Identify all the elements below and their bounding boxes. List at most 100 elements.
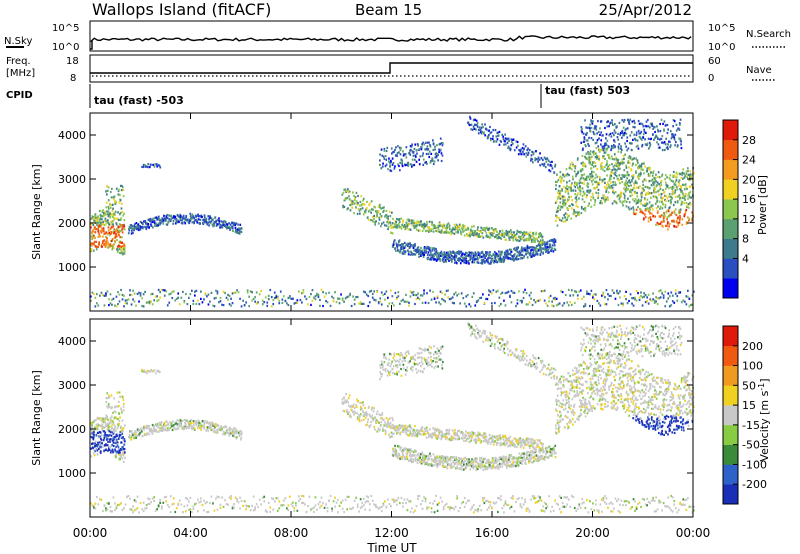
echo-cell <box>570 303 573 306</box>
echo-cell <box>175 428 178 431</box>
echo-cell <box>91 244 93 247</box>
echo-cell <box>115 440 117 443</box>
echo-cell <box>651 178 654 181</box>
echo-cell <box>487 136 490 139</box>
echo-cell <box>617 150 620 153</box>
echo-cell <box>495 234 498 237</box>
echo-cell <box>507 145 510 148</box>
echo-cell <box>442 256 445 260</box>
echo-cell <box>154 224 156 228</box>
echo-cell <box>399 243 401 247</box>
echo-cell <box>539 239 542 242</box>
echo-cell <box>115 445 117 449</box>
echo-cell <box>335 301 338 304</box>
echo-cell <box>362 197 365 200</box>
echo-cell <box>507 137 510 140</box>
echo-cell <box>554 180 557 183</box>
echo-cell <box>379 163 381 166</box>
echo-cell <box>136 227 138 231</box>
echo-cell <box>423 222 426 225</box>
echo-cell <box>486 298 489 301</box>
echo-cell <box>109 215 112 218</box>
echo-cell <box>568 174 570 177</box>
echo-cell <box>563 185 565 188</box>
echo-cell <box>352 295 354 298</box>
echo-cell <box>179 214 182 217</box>
echo-cell <box>561 176 563 180</box>
echo-cell <box>151 220 154 223</box>
header-site: Wallops Island (fitACF) <box>92 0 271 19</box>
echo-cell <box>613 177 615 180</box>
echo-cell <box>594 127 597 130</box>
echo-cell <box>504 253 507 256</box>
echo-cell <box>659 205 662 208</box>
echo-cell <box>678 218 681 221</box>
echo-cell <box>680 147 683 150</box>
echo-cell <box>112 297 115 300</box>
echo-cell <box>523 153 525 156</box>
echo-cell <box>625 184 628 187</box>
echo-cell <box>657 205 659 208</box>
echo-cell <box>609 174 612 177</box>
echo-cell <box>418 298 421 301</box>
echo-cell <box>213 423 215 426</box>
echo-cell <box>412 224 415 227</box>
echo-cell <box>218 219 221 222</box>
echo-cell <box>617 147 620 150</box>
echo-cell <box>390 161 392 164</box>
echo-cell <box>525 252 528 255</box>
echo-cell <box>384 298 386 301</box>
echo-cell <box>665 137 667 140</box>
echo-cell <box>396 246 399 249</box>
echo-cell <box>676 188 679 191</box>
echo-cell <box>375 220 377 223</box>
echo-cell <box>92 436 95 439</box>
echo-cell <box>148 166 151 169</box>
echo-cell <box>489 139 492 142</box>
echo-cell <box>391 211 393 214</box>
echo-cell <box>191 213 194 216</box>
echo-cell <box>545 160 548 163</box>
echo-cell <box>112 411 114 414</box>
echo-cell <box>521 253 524 257</box>
echo-cell <box>625 179 628 182</box>
echo-cell <box>688 178 690 181</box>
echo-cell <box>602 149 605 152</box>
echo-cell <box>500 253 503 256</box>
echo-cell <box>685 208 688 212</box>
echo-cell <box>506 233 509 237</box>
echo-cell <box>482 293 484 296</box>
echo-cell <box>130 224 133 227</box>
freq-label-line1: Freq. <box>6 56 31 67</box>
echo-cell <box>686 174 689 177</box>
echo-cell <box>207 426 209 429</box>
echo-cell <box>625 186 628 189</box>
echo-cell <box>137 434 140 437</box>
echo-cell <box>439 224 442 227</box>
echo-cell <box>678 179 681 182</box>
echo-cell <box>399 153 402 156</box>
echo-cell <box>395 223 398 226</box>
echo-cell <box>486 251 488 254</box>
echo-cell <box>684 195 687 198</box>
echo-cell <box>409 245 412 248</box>
echo-cell <box>90 455 93 458</box>
echo-cell <box>596 156 598 159</box>
echo-cell <box>591 151 594 154</box>
echo-cell <box>154 295 157 298</box>
echo-cell <box>110 438 112 441</box>
echo-cell <box>585 133 588 136</box>
echo-cell <box>599 133 601 136</box>
echo-cell <box>476 123 478 126</box>
echo-cell <box>195 302 198 305</box>
echo-cell <box>609 178 612 181</box>
echo-cell <box>151 218 153 221</box>
echo-cell <box>112 223 114 226</box>
echo-cell <box>113 417 116 420</box>
echo-cell <box>602 178 605 181</box>
echo-cell <box>239 223 242 226</box>
echo-cell <box>383 224 386 227</box>
echo-cell <box>502 258 505 261</box>
echo-cell <box>377 222 380 225</box>
echo-cell <box>594 165 597 168</box>
